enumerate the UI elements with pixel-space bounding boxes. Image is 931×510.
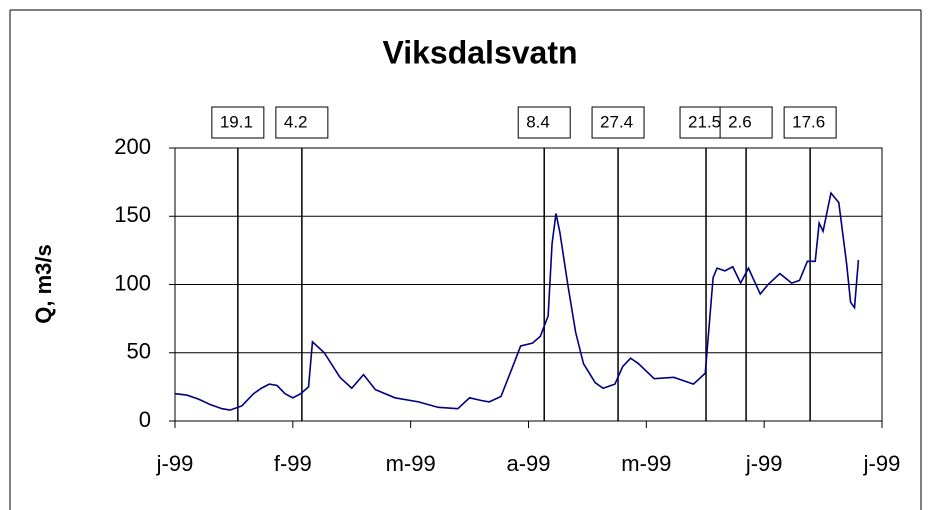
chart-title: Viksdalsvatn [382,34,577,70]
annotation-label: 27.4 [600,112,633,131]
y-tick-label: 0 [139,407,151,432]
annotation-label: 19.1 [220,112,253,131]
series-line [174,191,860,411]
x-tick-label: f-99 [274,451,312,476]
annotation-box [719,106,773,139]
x-tick-label: j-99 [863,451,901,476]
annotation-label: 8.4 [526,112,550,131]
annotation-label: 2.6 [728,112,752,131]
annotation-box [211,106,265,139]
annotation-label: 17.6 [792,112,825,131]
annotation-label: 21.5 [688,112,721,131]
x-tick-label: j-99 [745,451,783,476]
y-axis-label: Q, m3/s [31,244,56,323]
annotation-box [517,106,571,139]
x-tick-label: a-99 [506,451,550,476]
y-tick-label: 50 [127,339,151,364]
annotation-box [275,106,329,139]
annotation-box [783,106,837,139]
y-tick-label: 100 [114,270,151,295]
x-tick-label: j-99 [156,451,194,476]
annotation-box [591,106,645,139]
y-tick-label: 200 [114,134,151,159]
x-tick-label: m-99 [386,451,436,476]
y-tick-label: 150 [114,202,151,227]
annotation-label: 4.2 [284,112,308,131]
x-tick-label: m-99 [621,451,671,476]
